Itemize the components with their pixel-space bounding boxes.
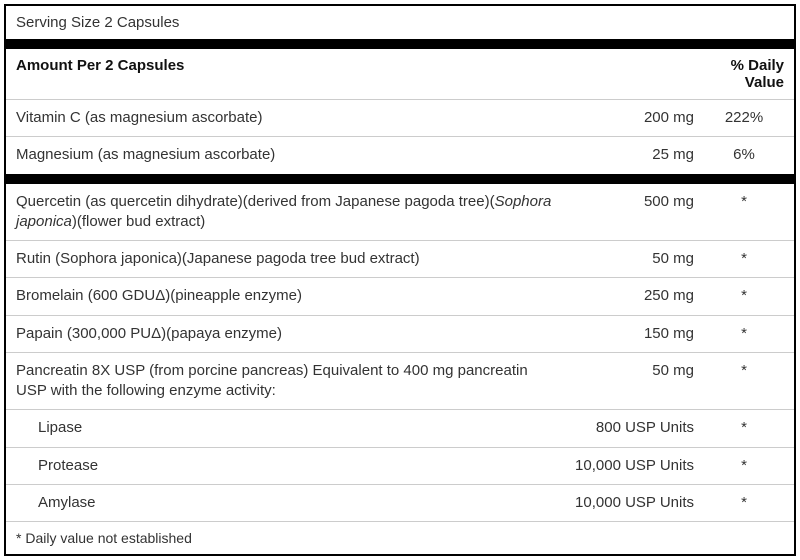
enzyme-amount: 800 USP Units [564,418,704,438]
serving-size: Serving Size 2 Capsules [16,14,179,31]
footnote: * Daily value not established [6,522,794,554]
nutrient-amount: 25 mg [564,145,704,165]
enzyme-name: Lipase [16,418,564,438]
enzyme-row: Protease 10,000 USP Units * [6,448,794,484]
enzyme-amount: 10,000 USP Units [564,493,704,513]
nutrient-row: Bromelain (600 GDUΔ)(pineapple enzyme) 2… [6,278,794,314]
nutrient-name: Bromelain (600 GDUΔ)(pineapple enzyme) [16,286,564,306]
nutrient-name: Vitamin C (as magnesium ascorbate) [16,108,564,128]
nutrient-name-pre: Quercetin (as quercetin dihydrate)(deriv… [16,193,495,210]
nutrient-name: Rutin (Sophora japonica)(Japanese pagoda… [16,249,564,269]
nutrient-name: Quercetin (as quercetin dihydrate)(deriv… [16,192,564,233]
nutrient-amount: 250 mg [564,286,704,306]
divider-thick [6,174,794,184]
enzyme-dv: * [704,493,784,513]
nutrient-dv: * [704,286,784,306]
divider-thick [6,39,794,49]
nutrient-amount: 50 mg [564,249,704,269]
nutrient-row: Quercetin (as quercetin dihydrate)(deriv… [6,184,794,241]
nutrient-dv: 6% [704,145,784,165]
nutrient-amount: 200 mg [564,108,704,128]
nutrient-row: Rutin (Sophora japonica)(Japanese pagoda… [6,241,794,277]
nutrient-amount: 150 mg [564,324,704,344]
nutrient-row: Magnesium (as magnesium ascorbate) 25 mg… [6,137,794,173]
enzyme-name: Protease [16,456,564,476]
nutrient-row: Papain (300,000 PUΔ)(papaya enzyme) 150 … [6,316,794,352]
nutrition-panel: Serving Size 2 Capsules Amount Per 2 Cap… [4,4,796,556]
nutrient-row: Vitamin C (as magnesium ascorbate) 200 m… [6,100,794,136]
enzyme-name: Amylase [16,493,564,513]
enzyme-row: Amylase 10,000 USP Units * [6,485,794,521]
nutrient-dv: * [704,324,784,344]
enzyme-row: Lipase 800 USP Units * [6,410,794,446]
nutrient-dv: 222% [704,108,784,128]
header-amount: Amount Per 2 Capsules [16,57,564,74]
nutrient-dv: * [704,249,784,269]
serving-size-row: Serving Size 2 Capsules [6,6,794,39]
nutrient-dv: * [704,361,784,381]
nutrient-amount: 500 mg [564,192,704,212]
header-dv: % Daily Value [704,57,784,91]
enzyme-amount: 10,000 USP Units [564,456,704,476]
nutrient-name: Magnesium (as magnesium ascorbate) [16,145,564,165]
nutrient-name: Pancreatin 8X USP (from porcine pancreas… [16,361,564,402]
nutrient-name: Papain (300,000 PUΔ)(papaya enzyme) [16,324,564,344]
header-row: Amount Per 2 Capsules % Daily Value [6,49,794,99]
nutrient-amount: 50 mg [564,361,704,381]
enzyme-dv: * [704,418,784,438]
nutrient-name-post: )(flower bud extract) [72,213,205,230]
enzyme-dv: * [704,456,784,476]
nutrient-dv: * [704,192,784,212]
nutrient-row: Pancreatin 8X USP (from porcine pancreas… [6,353,794,410]
